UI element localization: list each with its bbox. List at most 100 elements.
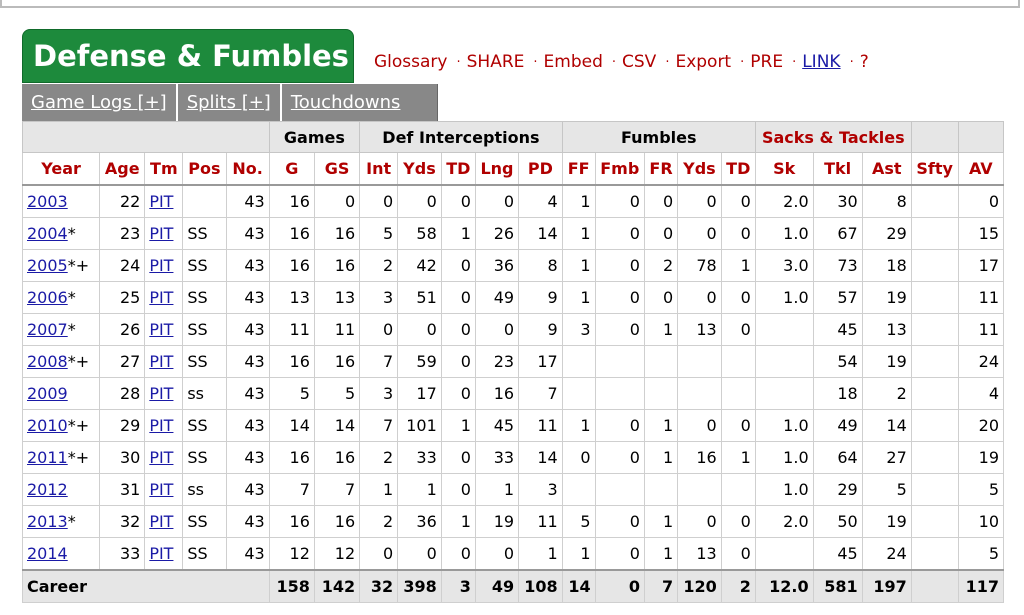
link-share[interactable]: SHARE bbox=[466, 52, 525, 72]
column-header[interactable]: Ast bbox=[861, 152, 912, 186]
team-link[interactable]: PIT bbox=[149, 544, 174, 563]
column-header[interactable]: Sk bbox=[754, 152, 814, 186]
column-header[interactable]: GS bbox=[313, 152, 361, 186]
table-row: 2008*+ 27 PIT SS 43 16 16 7 59 0 23 17 54 19 24 bbox=[21, 345, 1005, 378]
fmb-cell: 0 bbox=[594, 409, 645, 442]
link-embed[interactable]: Embed bbox=[543, 52, 603, 72]
ftd-cell: 0 bbox=[720, 184, 756, 218]
year-link[interactable]: 2013 bbox=[27, 512, 68, 531]
ast-cell: 8 bbox=[861, 184, 912, 218]
sk-cell: 2.0 bbox=[754, 184, 814, 218]
ftd-cell: 0 bbox=[720, 313, 756, 346]
column-header[interactable]: Tm bbox=[144, 152, 184, 186]
team-link[interactable]: PIT bbox=[149, 288, 174, 307]
table-row: 2011*+ 30 PIT SS 43 16 16 2 33 0 33 14 0 0 1 16 1 1.0 64 27… bbox=[21, 441, 1005, 474]
column-header[interactable]: G bbox=[268, 152, 315, 186]
team-link[interactable]: PIT bbox=[149, 512, 174, 531]
fmb-cell: 0 bbox=[594, 537, 645, 571]
team-link[interactable]: PIT bbox=[149, 352, 174, 371]
year-link[interactable]: 2010 bbox=[27, 416, 68, 435]
no-cell: 43 bbox=[225, 249, 270, 282]
gs-cell: 16 bbox=[313, 249, 361, 282]
year-link[interactable]: 2011 bbox=[27, 448, 68, 467]
column-header[interactable]: Pos bbox=[182, 152, 227, 186]
column-header[interactable]: Yds bbox=[397, 152, 442, 186]
team-link[interactable]: PIT bbox=[149, 192, 174, 211]
link-csv[interactable]: CSV bbox=[622, 52, 657, 72]
year-link[interactable]: 2014 bbox=[27, 544, 68, 563]
link-export[interactable]: Export bbox=[675, 52, 732, 72]
column-header[interactable]: FR bbox=[643, 152, 679, 186]
fyds-cell bbox=[677, 473, 722, 506]
sfty-cell bbox=[910, 345, 959, 378]
team-link[interactable]: PIT bbox=[149, 416, 174, 435]
year-link[interactable]: 2006 bbox=[27, 288, 68, 307]
column-header[interactable]: TD bbox=[720, 152, 756, 186]
column-header[interactable]: Fmb bbox=[594, 152, 645, 186]
ast-cell: 19 bbox=[861, 281, 912, 314]
ff-cell bbox=[561, 377, 596, 410]
subtab-bar: Game Logs [+] Splits [+] Touchdowns bbox=[22, 84, 438, 121]
year-link[interactable]: 2008 bbox=[27, 352, 68, 371]
group-header: Sacks & Tackles bbox=[754, 121, 912, 153]
year-link[interactable]: 2005 bbox=[27, 256, 68, 275]
ftd-cell: 0 bbox=[720, 537, 756, 571]
outer-frame bbox=[0, 0, 1020, 8]
column-header[interactable]: FF bbox=[561, 152, 596, 186]
team-link[interactable]: PIT bbox=[149, 320, 174, 339]
link-separator: · bbox=[456, 55, 461, 70]
link-link[interactable]: LINK bbox=[802, 52, 841, 72]
column-header[interactable]: Sfty bbox=[910, 152, 959, 186]
link-pre[interactable]: PRE bbox=[750, 52, 784, 72]
ff-cell: 1 bbox=[561, 537, 596, 571]
tab-game-logs[interactable]: Game Logs [+] bbox=[22, 84, 178, 121]
sk-cell bbox=[754, 313, 814, 346]
year-link[interactable]: 2004 bbox=[27, 224, 68, 243]
career-sk-cell: 12.0 bbox=[754, 569, 814, 603]
column-header[interactable]: Int bbox=[359, 152, 399, 186]
gs-cell: 16 bbox=[313, 505, 361, 538]
int-cell: 5 bbox=[359, 217, 399, 250]
career-ff-cell: 14 bbox=[561, 569, 596, 603]
link-glossary[interactable]: Glossary bbox=[374, 52, 448, 72]
fyds-cell: 0 bbox=[677, 505, 722, 538]
year-link[interactable]: 2009 bbox=[27, 384, 68, 403]
column-header[interactable]: Age bbox=[99, 152, 146, 186]
age-cell: 23 bbox=[99, 217, 146, 250]
team-link[interactable]: PIT bbox=[149, 448, 174, 467]
column-header[interactable]: Year bbox=[21, 152, 101, 186]
team-link[interactable]: PIT bbox=[149, 256, 174, 275]
tab-touchdowns[interactable]: Touchdowns bbox=[290, 92, 401, 113]
ff-cell: 1 bbox=[561, 409, 596, 442]
year-link[interactable]: 2012 bbox=[27, 480, 68, 499]
column-header[interactable]: Yds bbox=[677, 152, 722, 186]
g-cell: 12 bbox=[268, 537, 315, 571]
tkl-cell: 57 bbox=[812, 281, 863, 314]
ftd-cell: 1 bbox=[720, 441, 756, 474]
column-header[interactable]: Tkl bbox=[812, 152, 863, 186]
g-cell: 14 bbox=[268, 409, 315, 442]
section-title: Defense & Fumbles bbox=[33, 39, 349, 73]
link-help[interactable]: ? bbox=[859, 52, 869, 72]
team-link[interactable]: PIT bbox=[149, 384, 174, 403]
honors-mark: *+ bbox=[67, 416, 90, 435]
column-header[interactable]: PD bbox=[518, 152, 563, 186]
sfty-cell bbox=[910, 249, 959, 282]
sk-cell: 2.0 bbox=[754, 505, 814, 538]
column-header[interactable]: TD bbox=[440, 152, 476, 186]
fyds-cell: 0 bbox=[677, 281, 722, 314]
column-header[interactable]: Lng bbox=[474, 152, 520, 186]
sfty-cell bbox=[910, 313, 959, 346]
group-header bbox=[22, 121, 270, 153]
fyds-cell bbox=[677, 345, 722, 378]
career-sfty-cell bbox=[910, 569, 959, 603]
team-link[interactable]: PIT bbox=[149, 480, 174, 499]
tab-splits[interactable]: Splits [+] bbox=[178, 84, 282, 121]
year-link[interactable]: 2007 bbox=[27, 320, 68, 339]
year-link[interactable]: 2003 bbox=[27, 192, 68, 211]
column-header[interactable]: No. bbox=[225, 152, 270, 186]
pos-cell: ss bbox=[182, 377, 227, 410]
column-header[interactable]: AV bbox=[957, 152, 1005, 186]
no-cell: 43 bbox=[225, 409, 270, 442]
team-link[interactable]: PIT bbox=[149, 224, 174, 243]
